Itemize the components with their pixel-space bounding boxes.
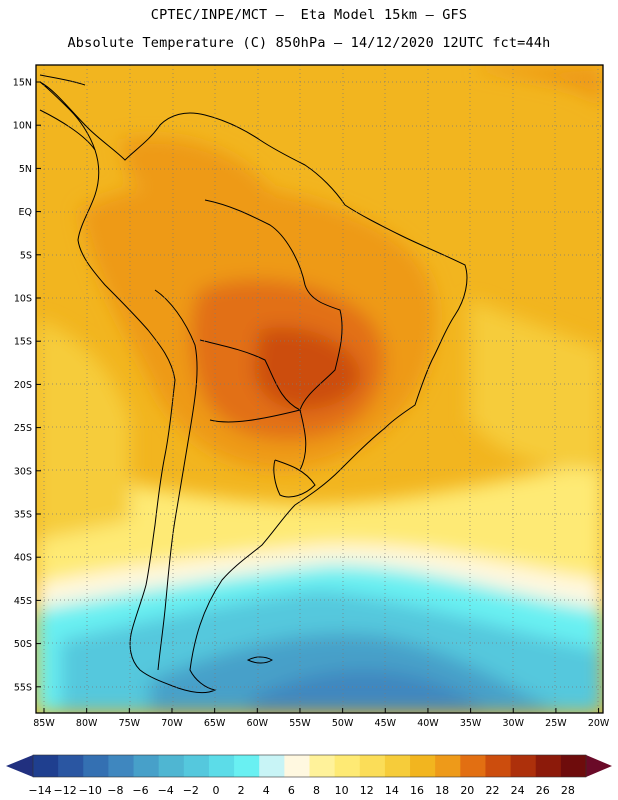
lon-label: 20W <box>588 718 610 729</box>
grid-lines <box>36 65 603 713</box>
colorbar-tick-label: −6 <box>132 784 148 797</box>
uruguay-border <box>273 459 316 498</box>
colorbar-tick-label: 20 <box>460 784 474 797</box>
lon-label: 50W <box>332 718 354 729</box>
colorbar-left-arrow <box>6 755 33 777</box>
colorbar-swatch <box>183 755 210 777</box>
colorbar-swatch <box>58 755 84 777</box>
colorbar-tick-label: 16 <box>410 784 424 797</box>
colorbar-tick-label: 26 <box>536 784 550 797</box>
lat-label: EQ <box>19 207 32 218</box>
colorbar-tick-label: 14 <box>385 784 399 797</box>
colorbar-swatch <box>33 755 59 777</box>
colorbar-swatch <box>384 755 411 777</box>
lat-label: 50S <box>14 639 32 650</box>
colorbar-tick-label: 4 <box>263 784 270 797</box>
lon-label: 65W <box>204 718 226 729</box>
colorbar-tick-label: −8 <box>107 784 123 797</box>
field-yellow-belt <box>36 460 603 560</box>
colorbar-tick-label: 2 <box>238 784 245 797</box>
lat-label: 40S <box>14 553 32 564</box>
field-deep-cold <box>250 669 490 713</box>
lat-label: 55S <box>14 682 32 693</box>
lat-label: 10N <box>13 121 32 132</box>
lat-label: 5N <box>19 164 32 175</box>
colorbar-swatch <box>284 755 310 777</box>
south-america-coastline <box>39 81 468 694</box>
field-pacific-yellow <box>36 320 130 540</box>
colorbar-swatch <box>485 755 512 777</box>
falklands-outline <box>246 656 273 664</box>
andes-border <box>154 289 198 671</box>
colorbar-tick-label: 12 <box>360 784 374 797</box>
field-atlantic-yellow <box>470 300 603 470</box>
colorbar-right-arrow <box>586 755 612 777</box>
lon-label: 40W <box>417 718 439 729</box>
lon-label: 25W <box>545 718 567 729</box>
colorbar-swatch <box>259 755 285 777</box>
colorbar-swatch <box>133 755 160 777</box>
colorbar-swatch <box>435 755 461 777</box>
map-frame <box>35 64 604 714</box>
colorbar-swatch <box>334 755 361 777</box>
lon-label: 85W <box>33 718 55 729</box>
lat-label: 45S <box>14 596 32 607</box>
colorbar-tick-label: 24 <box>511 784 525 797</box>
colorbar-swatch <box>410 755 436 777</box>
lat-label: 35S <box>14 510 32 521</box>
lon-label: 55W <box>289 718 311 729</box>
colorbar-swatch <box>83 755 109 777</box>
lon-label: 60W <box>247 718 269 729</box>
latitude-axis: 15N 10N 5N EQ 5S 10S 15S 20S 25S 30S 35S 40S 45S 50S 5… <box>13 78 41 693</box>
lat-label: 20S <box>14 380 32 391</box>
colorbar-tick-label: −2 <box>183 784 199 797</box>
colorbar-tick-label: 0 <box>212 784 219 797</box>
lon-label: 70W <box>161 718 183 729</box>
temperature-field <box>36 65 603 713</box>
colorbar: −14 −12 −10 −8 −6 −4 −2 0 2 4 6 8 10 12 14 16 18 20 22 24 26… <box>6 754 612 797</box>
colorbar-swatch <box>460 755 486 777</box>
lon-label: 75W <box>119 718 141 729</box>
colorbar-swatch <box>208 755 235 777</box>
colorbar-swatch <box>234 755 260 777</box>
map-title-line2: Absolute Temperature (C) 850hPa – 14/12/… <box>67 35 551 51</box>
map-title-line1: CPTEC/INPE/MCT – Eta Model 15km – GFS <box>150 7 468 23</box>
lat-label: 15S <box>14 337 32 348</box>
colorbar-swatch <box>560 755 587 777</box>
lon-label: 80W <box>76 718 98 729</box>
colorbar-tick-label: −10 <box>79 784 102 797</box>
colorbar-tick-label: −4 <box>158 784 174 797</box>
lat-label: 5S <box>20 250 32 261</box>
colorbar-frame <box>32 754 587 778</box>
field-northeast-orange <box>480 65 603 110</box>
lat-label: 15N <box>13 78 32 89</box>
colorbar-swatch <box>510 755 537 777</box>
colorbar-tick-label: 10 <box>335 784 349 797</box>
lat-label: 25S <box>14 423 32 434</box>
lon-label: 30W <box>503 718 525 729</box>
lat-label: 30S <box>14 466 32 477</box>
colorbar-swatch <box>158 755 185 777</box>
colorbar-tick-label: −12 <box>54 784 77 797</box>
lon-label: 35W <box>460 718 482 729</box>
field-north-orange <box>120 137 270 197</box>
colorbar-swatch <box>108 755 135 777</box>
colorbar-swatch <box>359 755 386 777</box>
colorbar-tick-label: 6 <box>288 784 295 797</box>
colorbar-tick-label: 8 <box>313 784 320 797</box>
central-america-coast <box>39 74 96 151</box>
colorbar-tick-label: 28 <box>561 784 575 797</box>
field-hot-core <box>254 327 361 410</box>
bolivia-paraguay-border <box>199 339 302 423</box>
lon-label: 45W <box>375 718 397 729</box>
lat-label: 10S <box>14 294 32 305</box>
colorbar-swatch <box>535 755 562 777</box>
colorbar-tick-label: −14 <box>28 784 51 797</box>
longitude-axis: 85W 80W 75W 70W 65W 60W 55W 50W 45W 40W 35W 30W 25W 2… <box>33 708 610 729</box>
colorbar-swatch <box>309 755 336 777</box>
colorbar-tick-label: 22 <box>485 784 499 797</box>
colorbar-tick-label: 18 <box>435 784 449 797</box>
